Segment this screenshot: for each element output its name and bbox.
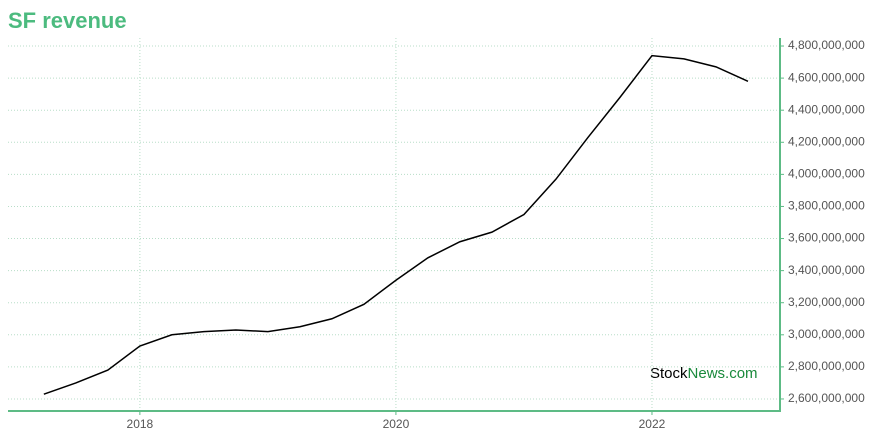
y-tick-label: 4,400,000,000 [788, 102, 865, 116]
watermark: StockNews.com [650, 365, 758, 382]
y-tick-label: 3,200,000,000 [788, 295, 865, 309]
y-tick-label: 4,200,000,000 [788, 134, 865, 148]
y-tick-label: 3,400,000,000 [788, 263, 865, 277]
y-tick-label: 4,000,000,000 [788, 167, 865, 181]
y-tick-label: 4,800,000,000 [788, 38, 865, 52]
watermark-part: Stock [650, 365, 688, 382]
watermark-part: News.com [688, 365, 758, 382]
series-line [43, 54, 749, 395]
chart-title: SF revenue [8, 8, 127, 33]
x-tick-label: 2020 [383, 417, 410, 431]
y-tick-label: 3,000,000,000 [788, 327, 865, 341]
y-tick-label: 3,600,000,000 [788, 231, 865, 245]
y-tick-label: 2,800,000,000 [788, 359, 865, 373]
y-tick-label: 4,600,000,000 [788, 70, 865, 84]
y-tick-label: 3,800,000,000 [788, 199, 865, 213]
x-tick-label: 2022 [639, 417, 666, 431]
x-tick-label: 2018 [127, 417, 154, 431]
y-tick-label: 2,600,000,000 [788, 391, 865, 405]
